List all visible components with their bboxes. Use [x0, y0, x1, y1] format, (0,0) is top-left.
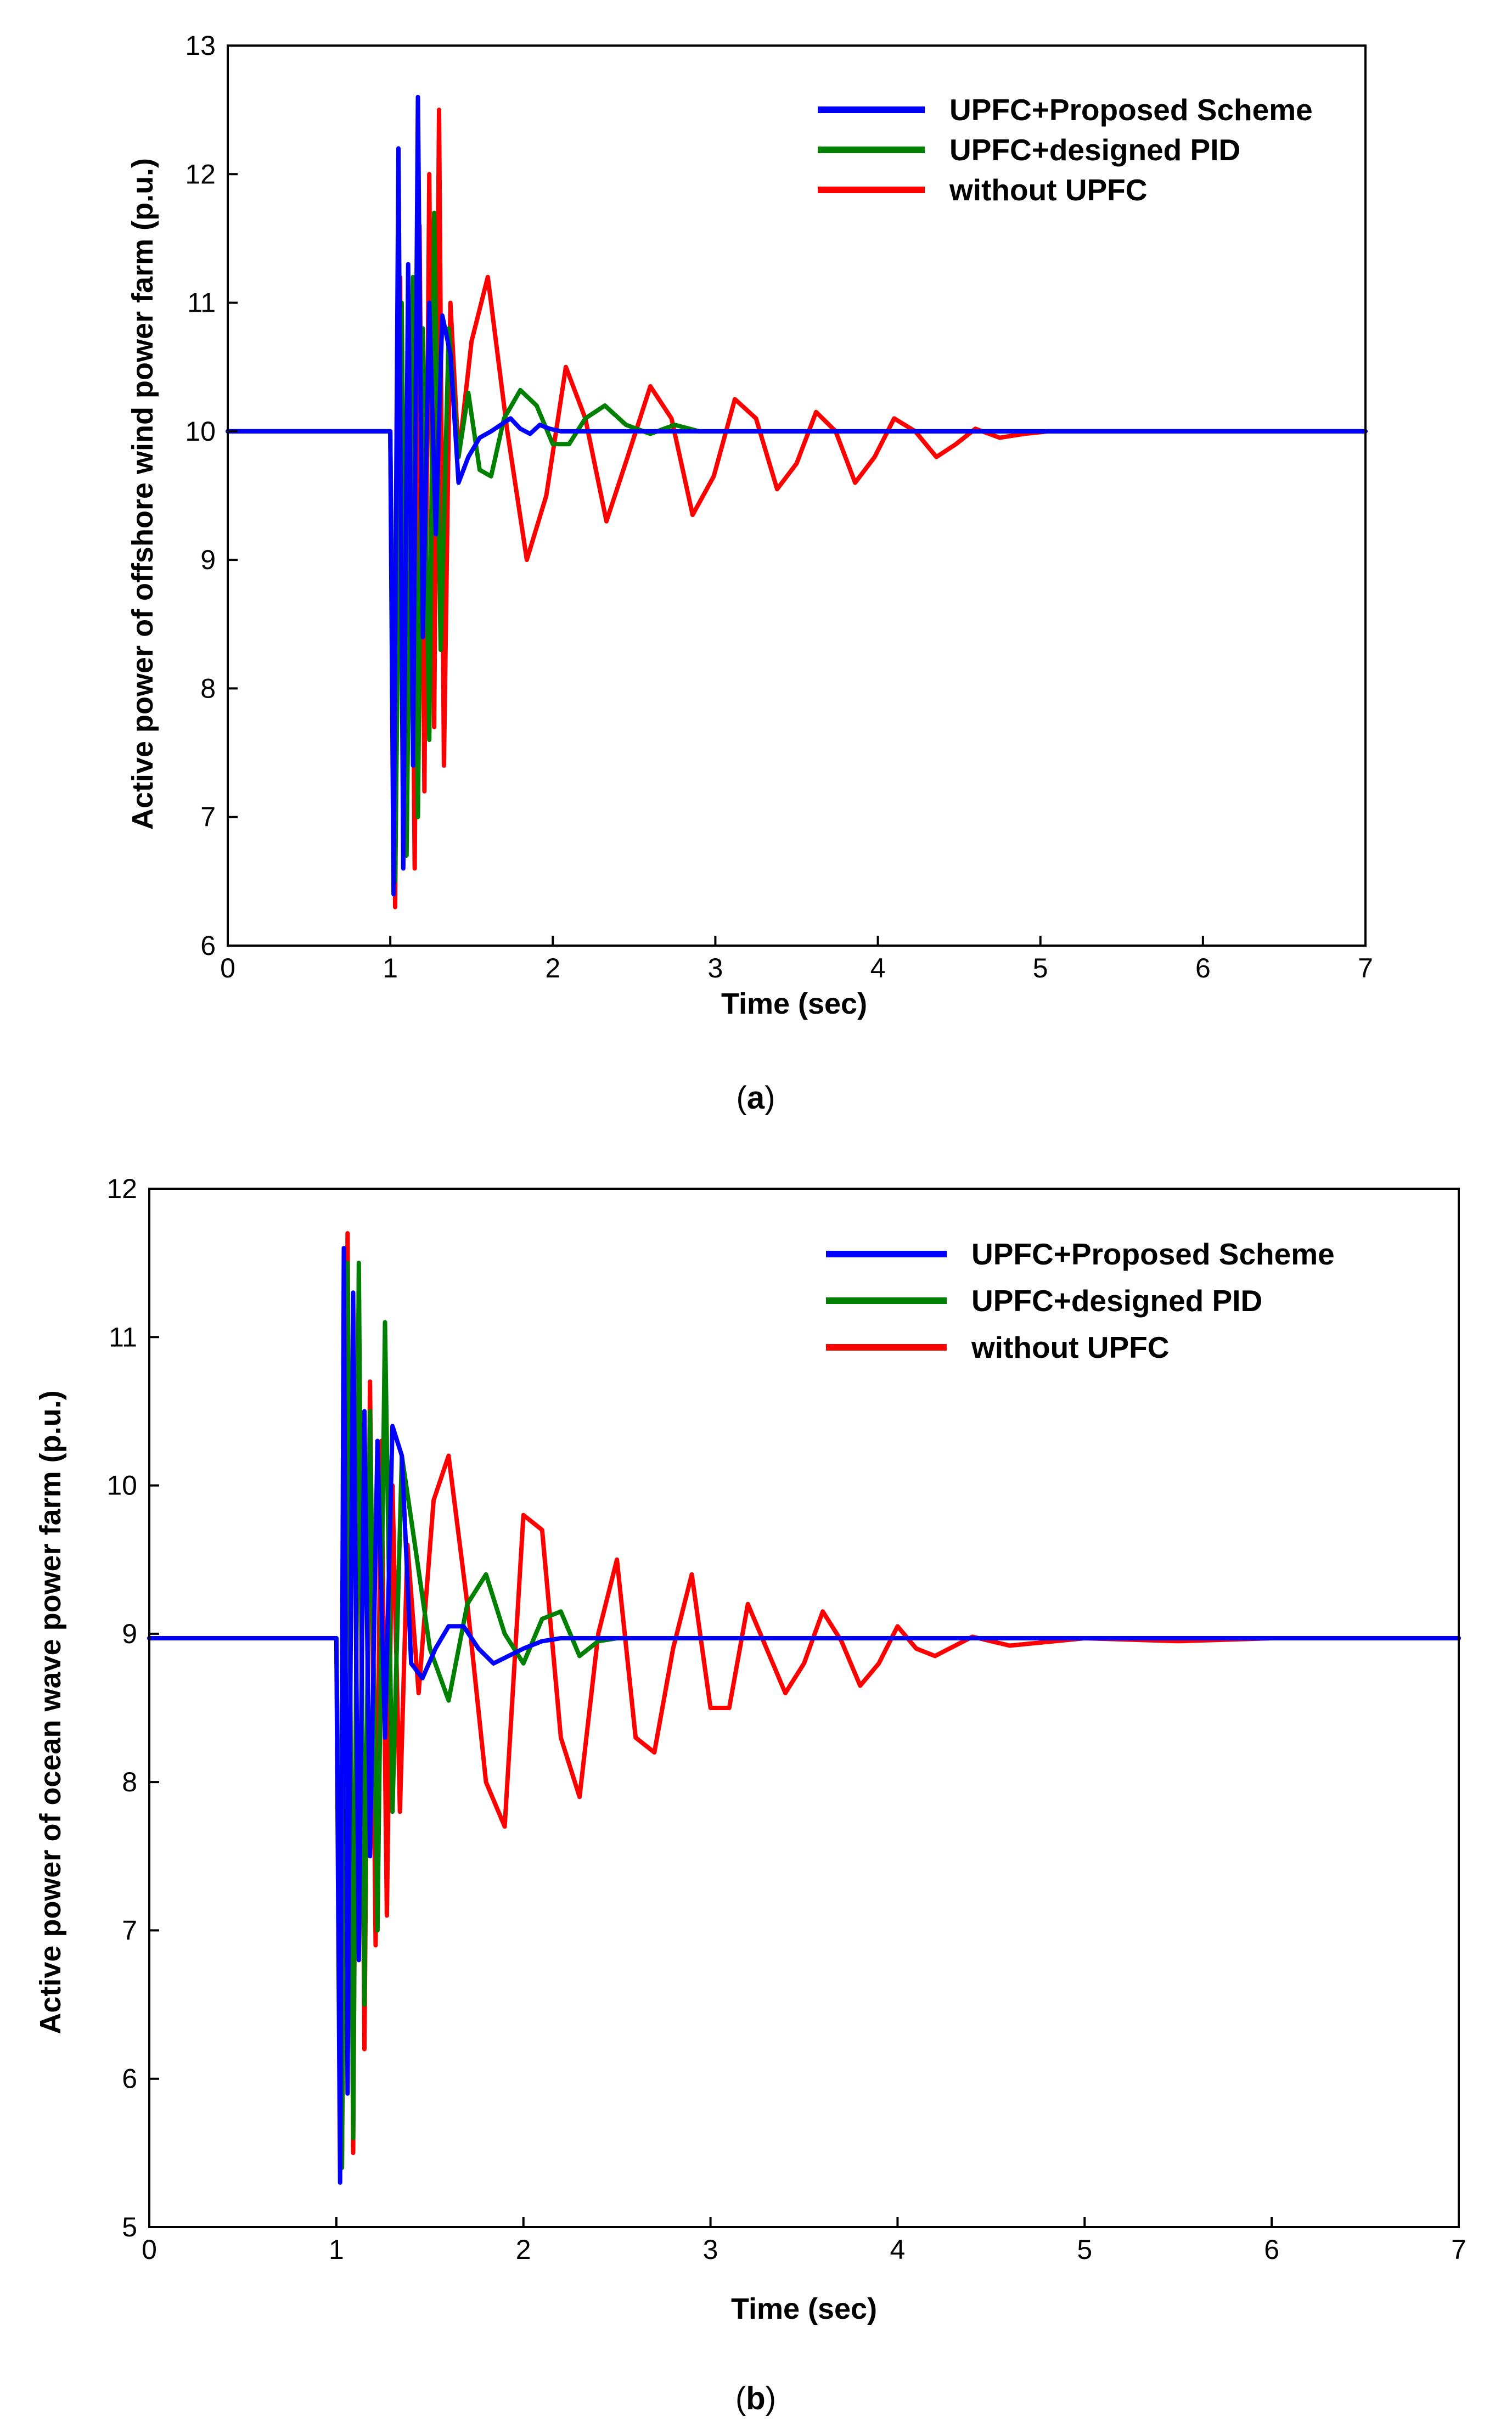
panel-a-y-tick-label: 8 [200, 673, 216, 704]
panel-a-y-tick-label: 6 [200, 930, 216, 961]
panel-a-y-tick-label: 9 [200, 544, 216, 575]
panel-b-x-tick-label: 6 [1264, 2234, 1279, 2265]
panel-b-y-tick-label: 12 [106, 1173, 137, 1204]
panel-a-x-tick-label: 7 [1358, 953, 1373, 983]
panel-a-x-tick-label: 1 [383, 953, 398, 983]
panel-a-x-axis-label: Time (sec) [721, 987, 867, 1020]
panel-b-x-axis-label: Time (sec) [731, 2292, 877, 2325]
panel-a-y-tick-label: 10 [185, 416, 216, 447]
panel-a-series-lines [226, 94, 1368, 909]
panel-b-x-tick-label: 7 [1451, 2234, 1466, 2265]
panel-a-y-tick-label: 12 [185, 159, 216, 189]
panel-a-legend-label-without-upfc: without UPFC [949, 173, 1147, 207]
panel-a-legend-label-upfc-proposed-scheme: UPFC+Proposed Scheme [949, 93, 1313, 127]
panel-b-y-tick-label: 5 [122, 2212, 137, 2242]
panel-a-x-tick-label: 2 [545, 953, 560, 983]
panel-a-x-tick-label: 5 [1033, 953, 1048, 983]
panel-b-x-tick-label: 3 [703, 2234, 718, 2265]
panel-b-legend-label-without-upfc: without UPFC [971, 1330, 1169, 1364]
panel-a-caption: (a) [737, 1080, 775, 1116]
panel-b-caption: (b) [735, 2381, 776, 2416]
panel-a-x-tick-label: 6 [1195, 953, 1211, 983]
panel-a-x-tick-label: 0 [220, 953, 235, 983]
panel-b-series-line-upfc-designed-pid [147, 1261, 1461, 2170]
panel-a-legend-label-upfc-designed-pid: UPFC+designed PID [949, 133, 1240, 167]
panel-b-y-tick-label: 11 [109, 1322, 137, 1352]
panel-b-x-tick-label: 5 [1077, 2234, 1092, 2265]
panel-b-plot-frame [148, 1188, 1460, 2228]
panel-a-series-line-without-upfc [226, 108, 1368, 909]
panel-b-caption-letter: b [746, 2381, 765, 2416]
panel-b-y-tick-label: 10 [106, 1470, 137, 1501]
panel-b-y-tick-label: 8 [122, 1767, 137, 1797]
panel-b-y-axis-label: Active power of ocean wave power farm (p… [34, 1390, 67, 2034]
panel-b-legend-label-upfc-proposed-scheme: UPFC+Proposed Scheme [971, 1237, 1335, 1271]
panel-b-legend: UPFC+Proposed Scheme UPFC+designed PID wit… [826, 1237, 1335, 1364]
panel-a-y-tick-label: 13 [185, 30, 216, 61]
panel-a-y-tick-label: 7 [200, 802, 216, 833]
panel-b-y-tick-label: 9 [122, 1618, 137, 1649]
panel-a-x-tick-label: 4 [870, 953, 886, 983]
panel-a-x-tick-label: 3 [708, 953, 723, 983]
panel-a-y-tick-label: 11 [187, 288, 216, 318]
panel-b-y-tick-label: 6 [122, 2064, 137, 2094]
panel-a-y-axis-label: Active power of offshore wind power farm… [126, 158, 159, 830]
panel-b-x-tick-label: 4 [890, 2234, 906, 2265]
panel-a-legend: UPFC+Proposed Scheme UPFC+designed PID wit… [818, 93, 1313, 207]
panel-b-y-tick-label: 7 [122, 1915, 137, 1946]
panel-a-plot-frame [227, 44, 1367, 947]
panel-b-series-lines [147, 1231, 1461, 2185]
panel-a-series-line-upfc-proposed-scheme [226, 94, 1368, 897]
panel-b-series-line-upfc-proposed-scheme [147, 1246, 1461, 2185]
panel-b-legend-label-upfc-designed-pid: UPFC+designed PID [971, 1284, 1262, 1318]
panel-a-caption-letter: a [747, 1080, 765, 1116]
panel-b-x-tick-label: 0 [142, 2234, 157, 2265]
panel-b-x-tick-label: 2 [516, 2234, 531, 2265]
panel-b-x-tick-label: 1 [329, 2234, 344, 2265]
